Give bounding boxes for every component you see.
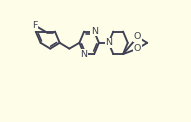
Text: O: O — [134, 32, 141, 41]
Text: O: O — [134, 44, 141, 53]
Text: F: F — [32, 21, 37, 30]
Text: N: N — [105, 38, 112, 47]
Text: N: N — [91, 27, 98, 36]
Text: N: N — [81, 50, 88, 59]
